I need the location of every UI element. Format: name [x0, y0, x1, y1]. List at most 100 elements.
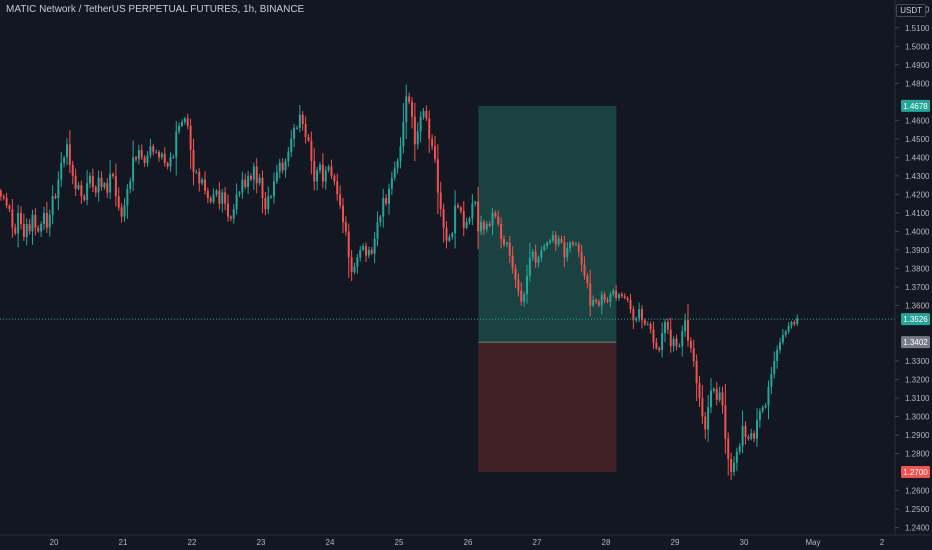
candle-body [715, 388, 718, 400]
time-tick-label: 29 [671, 538, 680, 547]
price-tick-label: 1.4600 [905, 116, 930, 125]
time-tick-label: 2 [880, 538, 885, 547]
candle-body [48, 214, 51, 228]
candle-body [778, 342, 781, 350]
candle-body [686, 320, 689, 341]
candle-body [11, 209, 14, 228]
price-tick-label: 1.3000 [905, 413, 930, 422]
candle-body [408, 96, 411, 102]
candle-body [209, 198, 212, 202]
candle-body [186, 118, 189, 126]
price-axis-labels: 1.4678 1.3526 1.3402 1.2700 [901, 99, 930, 479]
time-tick-label: 21 [119, 538, 128, 547]
time-tick-label: 25 [395, 538, 404, 547]
candle-body [221, 192, 224, 204]
candle-body [83, 196, 86, 200]
price-tick-label: 1.2500 [905, 505, 930, 514]
candle-body [617, 294, 620, 299]
position-zones[interactable] [478, 105, 617, 473]
candle-body [730, 459, 733, 473]
candle-body [284, 161, 287, 171]
candle-body [615, 290, 618, 299]
candle-body [454, 205, 457, 234]
price-tick-label: 1.4100 [905, 209, 930, 218]
price-tick-label: 1.4200 [905, 190, 930, 199]
candle-body [114, 175, 117, 197]
candle-body [97, 177, 100, 193]
candle-body [275, 172, 278, 182]
candle-body [419, 116, 422, 132]
candle-body [675, 338, 678, 347]
candle-body [773, 360, 776, 374]
price-tick-label: 1.2400 [905, 524, 930, 533]
candle-body [2, 196, 5, 199]
candle-body [287, 151, 290, 162]
candle-body [370, 249, 373, 254]
candle-body [652, 329, 655, 343]
candle-body [770, 373, 773, 387]
candle-body [428, 118, 431, 139]
candle-body [468, 218, 471, 223]
candle-body [180, 122, 183, 126]
candle-body [201, 179, 204, 184]
candle-body [583, 264, 586, 276]
candle-body [163, 153, 166, 163]
candle-body [8, 205, 11, 210]
candle-body [416, 131, 419, 145]
candle-body [666, 322, 669, 330]
candle-body [609, 294, 612, 302]
candle-body [224, 192, 227, 204]
candle-body [77, 185, 80, 189]
candle-body [747, 436, 750, 439]
candle-body [477, 201, 480, 232]
price-tick-label: 1.3600 [905, 301, 930, 310]
candle-body [298, 114, 301, 128]
candle-body [203, 179, 206, 191]
candle-body [17, 212, 20, 234]
candle-body [451, 233, 454, 237]
candle-body [554, 235, 557, 245]
candle-body [25, 223, 28, 237]
price-badge-label: 1.2700 [903, 468, 928, 477]
price-tick-label: 1.4300 [905, 172, 930, 181]
time-tick-label: 22 [188, 538, 197, 547]
candle-body [206, 190, 209, 199]
candle-body [781, 335, 784, 343]
candle-body [264, 198, 267, 210]
candle-body [422, 111, 425, 117]
candle-body [318, 164, 321, 171]
stop-zone[interactable] [478, 342, 617, 473]
price-tick-label: 1.5000 [905, 42, 930, 51]
time-tick-label: May [805, 538, 820, 547]
candle-body [362, 246, 365, 250]
candle-body [632, 309, 635, 321]
candle-body [313, 161, 316, 182]
candle-body [94, 186, 97, 193]
candle-body [238, 192, 241, 195]
candle-body [175, 131, 178, 158]
candle-body [347, 231, 350, 258]
candle-body [531, 251, 534, 258]
candle-body [19, 212, 22, 224]
candle-body [534, 251, 537, 263]
price-badge-label: 1.3526 [903, 315, 928, 324]
time-tick-label: 26 [464, 538, 473, 547]
price-badge-label: 1.4678 [903, 102, 928, 111]
time-axis[interactable]: 20 21 22 23 24 25 26 27 28 29 30 May 2 [50, 538, 885, 547]
candle-body [218, 190, 221, 204]
currency-label[interactable]: USDT [896, 4, 926, 17]
price-badge [901, 466, 930, 479]
candle-body [600, 294, 603, 306]
candle-body [548, 240, 551, 243]
chart-title: MATIC Network / TetherUS PERPETUAL FUTUR… [6, 4, 305, 15]
target-zone[interactable] [478, 105, 617, 343]
candle-body [474, 201, 477, 204]
candle-body [485, 223, 488, 230]
candle-body [123, 205, 126, 217]
price-tick-label: 1.2900 [905, 431, 930, 440]
candle-body [606, 299, 609, 302]
candle-body [86, 183, 89, 200]
candle-body [51, 196, 54, 215]
price-axis[interactable]: 1.52001.51001.50001.49001.48001.46001.45… [895, 5, 930, 533]
